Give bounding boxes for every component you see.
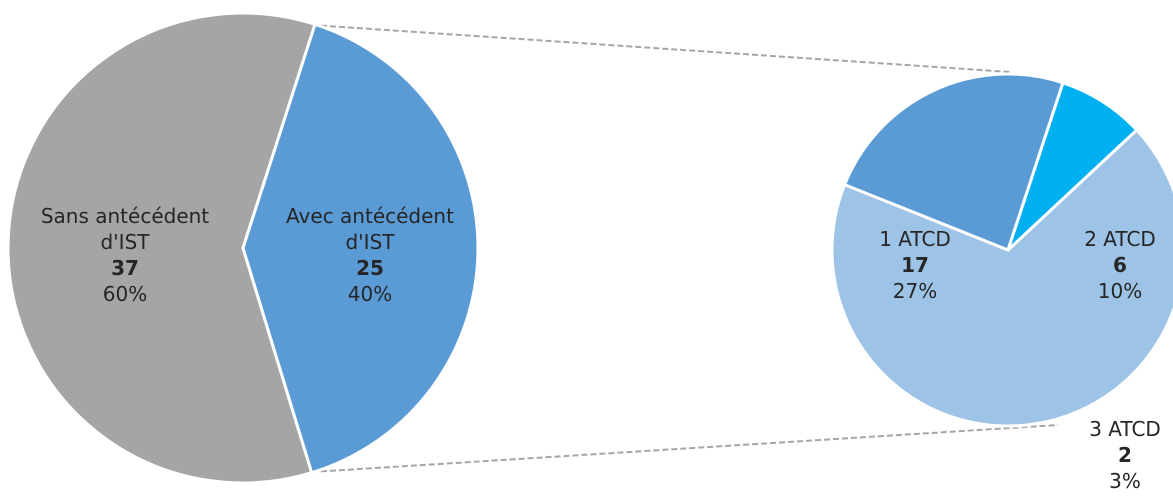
pie-slice [6,11,317,485]
pie-slice [1006,80,1139,252]
data-label: 1 ATCD 17 27% [879,226,951,304]
slice-category: Sans antécédent d'IST [40,204,210,254]
slice-value: 37 [111,256,139,280]
connector-line [311,24,1011,73]
slice-value: 25 [356,256,384,280]
slice-value: 6 [1113,253,1127,277]
pie-slice [241,22,480,475]
slice-category: 3 ATCD [1089,417,1161,441]
data-label: Sans antécédent d'IST 37 60% [30,203,220,307]
slice-percent: 40% [347,282,393,306]
slice-percent: 10% [1097,279,1143,303]
pie-slice [830,127,1173,428]
slice-category: 2 ATCD [1084,227,1156,251]
connector-line [311,424,1059,473]
data-label: Avec antécédent d'IST 25 40% [275,203,465,307]
slice-percent: 27% [892,279,938,303]
slice-percent: 3% [1109,469,1141,493]
slice-category: Avec antécédent d'IST [286,204,454,254]
pie-slice [842,72,1065,252]
data-label: 2 ATCD 6 10% [1084,226,1156,304]
slice-value: 17 [901,253,929,277]
slice-category: 1 ATCD [879,227,951,251]
data-label: 3 ATCD 2 3% [1089,416,1161,494]
slice-percent: 60% [102,282,148,306]
slice-value: 2 [1118,443,1132,467]
